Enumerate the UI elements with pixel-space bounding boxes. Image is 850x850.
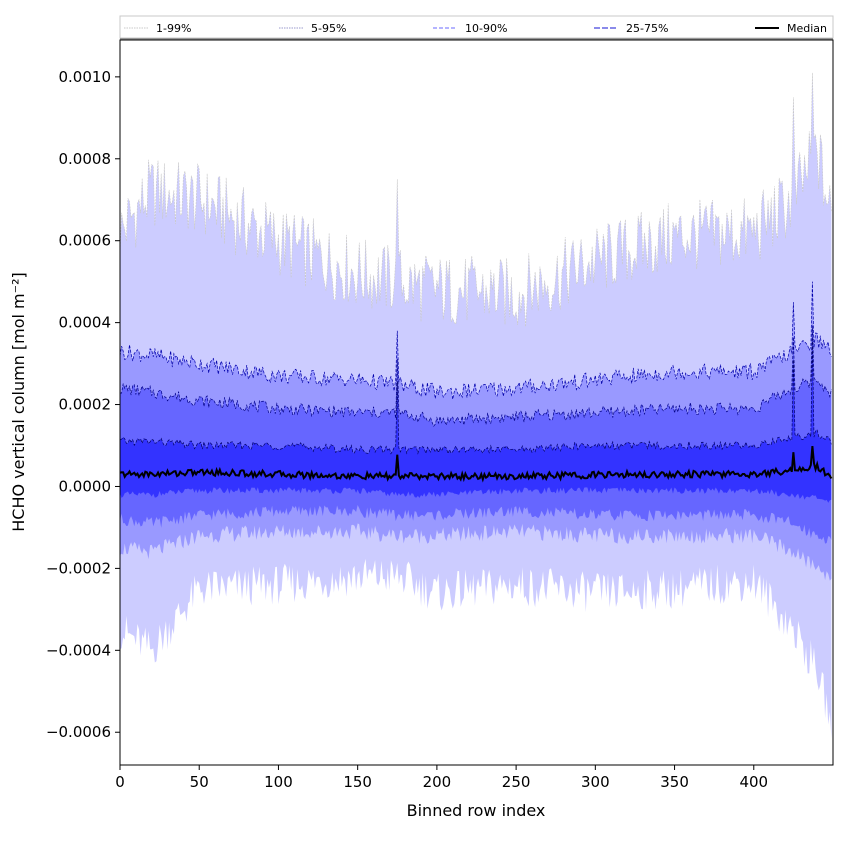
legend-frame: [119, 15, 834, 39]
band-upper-line-25-75%: [119, 339, 832, 455]
legend-label-25-75%: 25-75%: [626, 22, 668, 35]
legend-label-1-99%: 1-99%: [156, 22, 191, 35]
legend-label-5-95%: 5-95%: [311, 22, 346, 35]
x-tick-label: 100: [264, 773, 293, 791]
band-upper-line-1-99%: [119, 72, 832, 327]
y-axis: 0.0010 0.0008 0.0006 0.0004 0.0002 0.0000 −0.0…: [46, 68, 120, 741]
x-tick-label: 200: [423, 773, 452, 791]
x-tick-label: 400: [739, 773, 768, 791]
x-tick-label: 250: [502, 773, 531, 791]
y-tick-label: −0.0002: [46, 559, 111, 577]
y-tick-label: −0.0004: [46, 641, 111, 659]
x-tick-label: 50: [190, 773, 209, 791]
legend-label-Median: Median: [787, 22, 827, 35]
band-25-75%: [120, 339, 832, 503]
x-tick-label: 150: [343, 773, 372, 791]
legend: 1-99% 5-95% 10-90% 25-75% Median: [119, 15, 834, 40]
y-tick-label: −0.0006: [46, 723, 111, 741]
plot-frame: [119, 39, 834, 766]
series-line-median: [119, 446, 833, 483]
y-tick-label: 0.0000: [59, 477, 112, 495]
y-tick-label: 0.0008: [59, 150, 112, 168]
bands-layer: [120, 72, 832, 739]
band-upper-line-5-95%: [119, 281, 832, 400]
x-tick-label: 0: [115, 773, 125, 791]
x-axis-title: Binned row index: [407, 801, 546, 820]
x-tick-label: 300: [581, 773, 610, 791]
y-tick-label: 0.0010: [59, 68, 112, 86]
lines-layer: [119, 72, 832, 455]
y-tick-label: 0.0002: [59, 396, 112, 414]
x-axis: 0 50 100 150 200 250 300 350 400: [115, 765, 768, 791]
band-upper-line-10-90%: [119, 325, 832, 427]
y-axis-title: HCHO vertical column [mol m⁻²]: [9, 272, 28, 531]
x-tick-label: 350: [660, 773, 689, 791]
y-tick-label: 0.0006: [59, 232, 112, 250]
median-layer: [119, 446, 833, 483]
legend-label-10-90%: 10-90%: [465, 22, 507, 35]
y-tick-label: 0.0004: [59, 314, 112, 332]
